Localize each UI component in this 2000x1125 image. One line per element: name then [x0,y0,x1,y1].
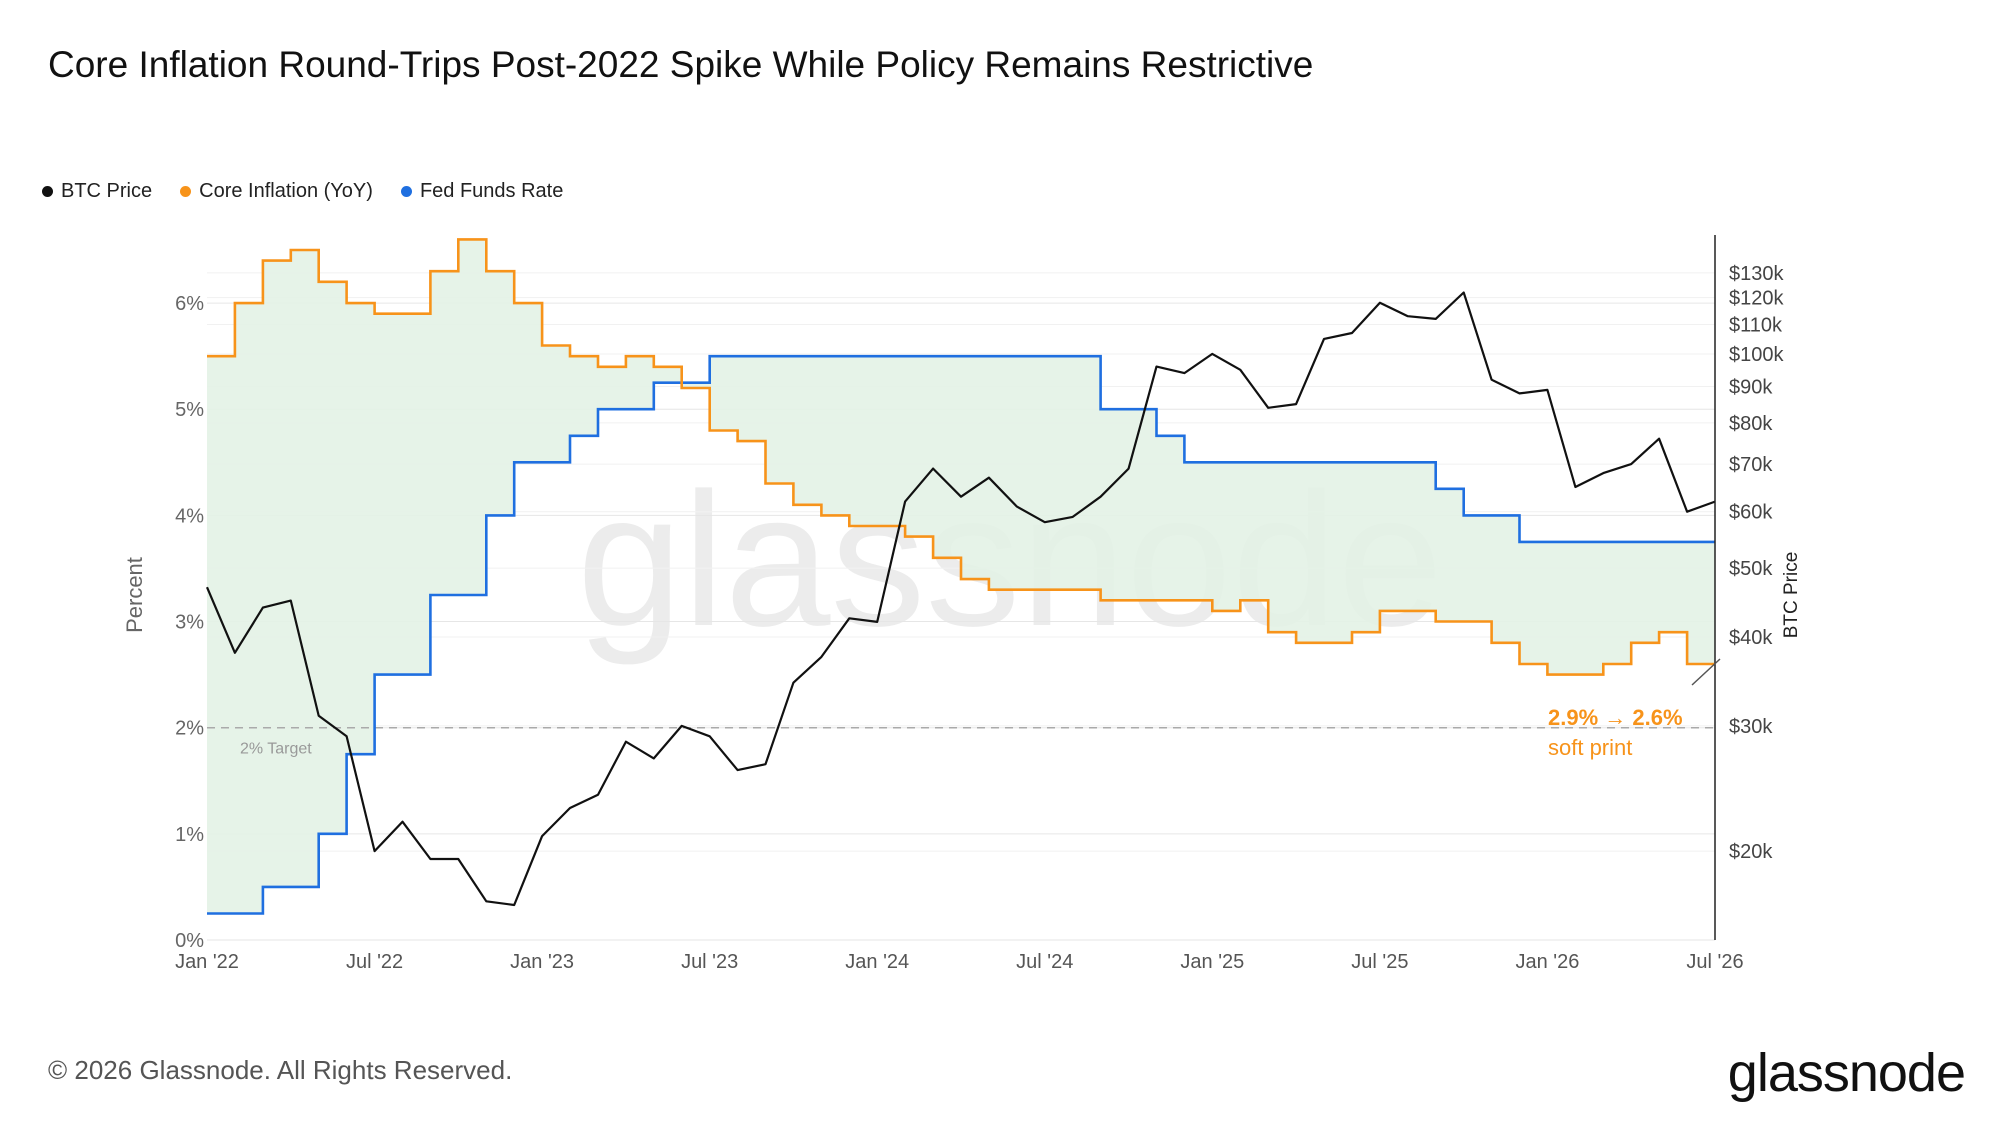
y-left-tick-label: 4% [175,505,204,527]
annotation-line1: 2.9% → 2.6% [1548,705,1683,730]
x-tick-label: Jul '24 [1016,951,1073,973]
x-tick-label: Jul '26 [1686,951,1743,973]
y-right-tick-label: $40k [1729,627,1773,649]
y-right-tick-label: $120k [1729,288,1784,310]
y-right-tick-label: $70k [1729,454,1773,476]
legend-label-core-inflation: Core Inflation (YoY) [199,180,373,202]
series-core-inflation [207,238,1715,676]
x-tick-label: Jul '23 [681,951,738,973]
x-tick-label: Jul '25 [1351,951,1408,973]
series-group [205,238,1716,915]
legend: BTC Price Core Inflation (YoY) Fed Funds… [42,180,563,203]
axes: 0% 1% 2% 3% 4% 5% 6% $20k $30k $40k $50k $60k $70k $8… [122,235,1802,973]
annotation-group: 2.9% → 2.6% soft print [1548,658,1721,760]
x-tick-label: Jan '25 [1180,951,1244,973]
x-tick-label: Jan '22 [175,951,239,973]
x-tick-label: Jan '26 [1516,951,1580,973]
x-tick-label: Jan '23 [510,951,574,973]
y-left-tick-label: 6% [175,293,204,315]
legend-dot-core-inflation [180,186,192,197]
y-right-tick-label: $50k [1729,558,1773,580]
legend-dot-fed-funds [400,186,412,197]
y-right-tick-label: $110k [1729,314,1783,336]
y-right-axis-title: BTC Price [1781,552,1802,639]
y-right-tick-label: $100k [1729,344,1784,366]
annotation-leader [1691,658,1721,686]
y-right-tick-label: $60k [1729,502,1773,524]
y-right-tick-label: $20k [1729,841,1773,863]
series-fed-funds-rate [207,354,1715,915]
legend-item-btc[interactable]: BTC Price [42,180,152,203]
annotation-line2: soft print [1548,735,1632,760]
legend-label-btc: BTC Price [61,180,153,202]
legend-item-fed-funds[interactable]: Fed Funds Rate [400,180,564,203]
y-left-tick-label: 3% [175,612,204,634]
y-right-tick-label: $90k [1729,376,1773,398]
y-right-tick-label: $130k [1729,263,1784,285]
series-btc-price [205,291,1716,907]
chart-title: Core Inflation Round-Trips Post-2022 Spi… [48,44,1314,85]
y-left-tick-label: 0% [175,930,204,952]
footer-copyright: © 2026 Glassnode. All Rights Reserved. [48,1055,513,1085]
target-line-group: 2% Target [207,726,1715,758]
legend-label-fed-funds: Fed Funds Rate [419,180,564,202]
footer-logo: glassnode [1727,1043,1966,1103]
y-left-tick-label: 5% [175,399,204,421]
y-right-tick-label: $80k [1729,413,1773,435]
y-left-axis-title: Percent [122,557,147,633]
x-tick-label: Jan '24 [845,951,909,973]
y-left-tick-label: 2% [175,718,204,740]
legend-item-core-inflation[interactable]: Core Inflation (YoY) [180,180,373,203]
y-right-tick-label: $30k [1729,716,1773,738]
y-left-tick-label: 1% [175,824,204,846]
legend-dot-btc [42,186,53,197]
x-tick-label: Jul '22 [346,951,403,973]
target-line-label: 2% Target [240,741,312,758]
